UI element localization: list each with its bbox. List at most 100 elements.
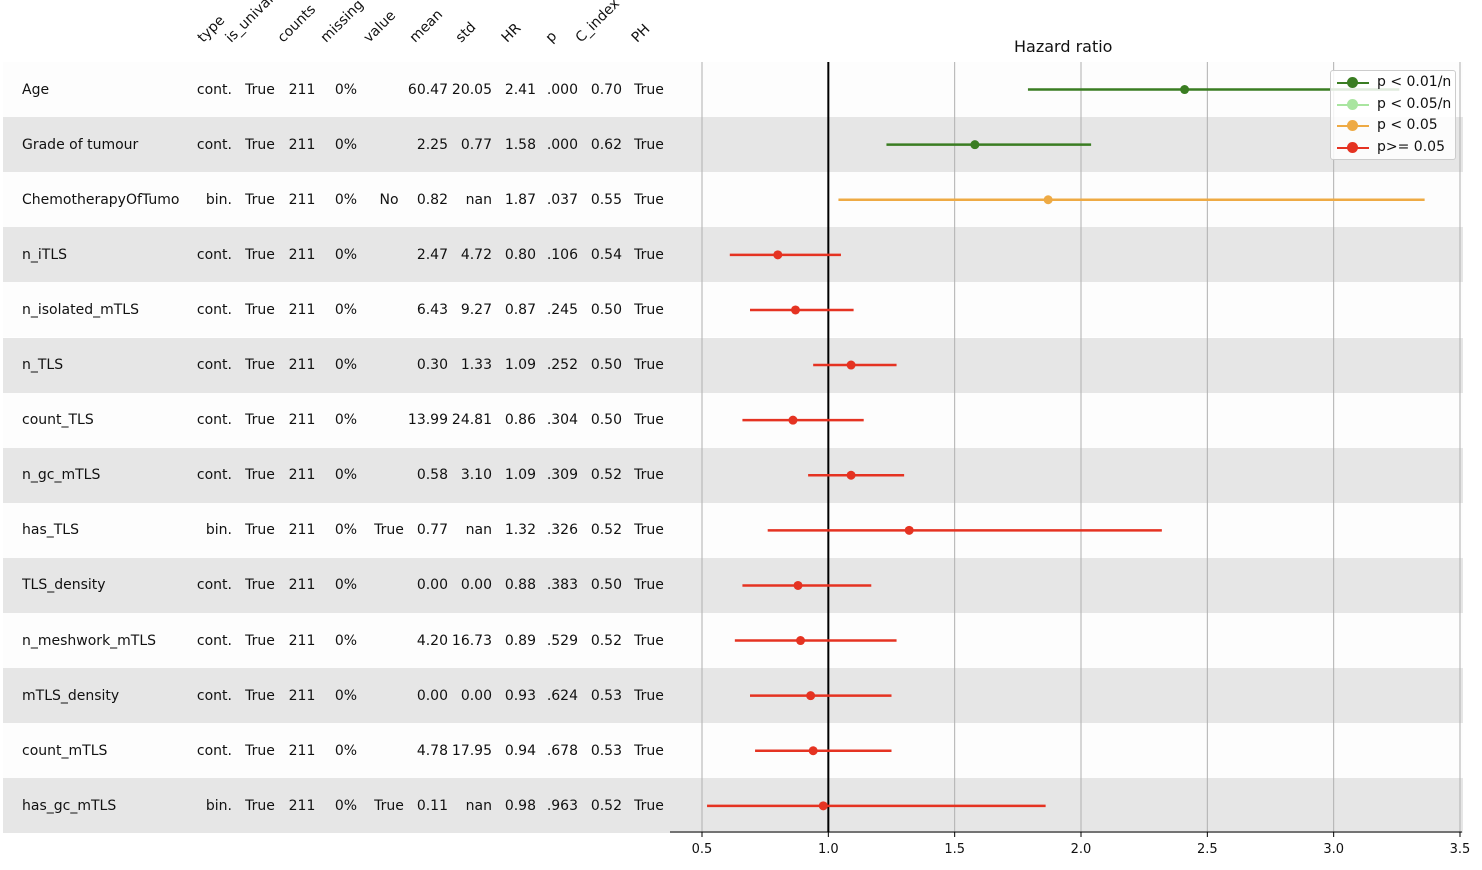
cell-univariate: True xyxy=(245,357,275,374)
cell-type: bin. xyxy=(205,797,232,814)
cell-HR: 0.89 xyxy=(504,632,536,649)
cell-name: has_gc_mTLS xyxy=(22,797,117,814)
cell-p: .309 xyxy=(546,467,578,484)
cell-c-index: 0.52 xyxy=(590,467,622,484)
hr-point xyxy=(846,470,856,480)
cell-HR: 2.41 xyxy=(504,81,536,98)
cell-PH: True xyxy=(634,246,664,263)
legend-label: p>= 0.05 xyxy=(1377,138,1445,155)
cell-univariate: True xyxy=(245,687,275,704)
row-band xyxy=(3,392,1463,448)
cell-HR: 0.86 xyxy=(504,412,536,429)
cell-name: mTLS_density xyxy=(22,687,120,704)
legend-label: p < 0.05/n xyxy=(1377,95,1452,112)
cell-univariate: True xyxy=(245,81,275,98)
cell-counts: 211 xyxy=(288,577,316,594)
cell-p: .106 xyxy=(546,246,578,263)
row-band xyxy=(3,557,1463,613)
hr-point xyxy=(796,636,806,646)
cell-type: cont. xyxy=(196,742,232,759)
cell-c-index: 0.50 xyxy=(590,301,622,318)
cell-std: nan xyxy=(465,522,492,539)
legend: p < 0.01/n p < 0.05/n p < 0.05 p>= 0.05 xyxy=(1330,70,1456,160)
cell-univariate: True xyxy=(245,577,275,594)
cell-PH: True xyxy=(634,412,664,429)
cell-std: 3.10 xyxy=(460,467,492,484)
cell-std: 16.73 xyxy=(451,632,492,649)
cell-counts: 211 xyxy=(288,687,316,704)
cell-type: cont. xyxy=(196,81,232,98)
row-band xyxy=(3,447,1463,503)
cell-p: .000 xyxy=(546,81,578,98)
hr-point xyxy=(818,801,828,811)
x-tick-label: 3.5 xyxy=(1450,842,1471,857)
cell-counts: 211 xyxy=(288,467,316,484)
cell-HR: 1.32 xyxy=(504,522,536,539)
cell-name: count_mTLS xyxy=(22,742,108,759)
cell-PH: True xyxy=(634,357,664,374)
cell-c-index: 0.53 xyxy=(590,687,622,704)
cell-HR: 0.88 xyxy=(504,577,536,594)
cell-HR: 0.98 xyxy=(504,797,536,814)
cell-name: n_iTLS xyxy=(22,246,68,263)
cell-univariate: True xyxy=(245,522,275,539)
x-tick-label: 1.5 xyxy=(944,842,965,857)
cell-missing: 0% xyxy=(334,577,358,594)
cell-p: .326 xyxy=(546,522,578,539)
cell-name: n_TLS xyxy=(22,357,64,374)
cell-name: Grade of tumour xyxy=(22,136,139,153)
x-tick-label: 2.0 xyxy=(1071,842,1092,857)
cell-PH: True xyxy=(634,467,664,484)
cell-PH: True xyxy=(634,687,664,704)
cell-type: bin. xyxy=(205,522,232,539)
grid-lines xyxy=(701,62,1461,832)
cell-HR: 0.93 xyxy=(504,687,536,704)
legend-item: p>= 0.05 xyxy=(1331,138,1455,158)
cell-name: n_isolated_mTLS xyxy=(22,301,139,318)
cell-name: count_TLS xyxy=(22,412,94,429)
cell-missing: 0% xyxy=(334,522,358,539)
cell-HR: 0.87 xyxy=(504,301,536,318)
cell-missing: 0% xyxy=(334,136,358,153)
hr-point xyxy=(788,415,798,425)
cell-value: No xyxy=(379,191,399,208)
x-tick-label: 2.5 xyxy=(1197,842,1218,857)
cell-c-index: 0.54 xyxy=(590,246,622,263)
cell-type: cont. xyxy=(196,467,232,484)
cell-c-index: 0.50 xyxy=(590,412,622,429)
cell-c-index: 0.53 xyxy=(590,742,622,759)
cell-HR: 0.80 xyxy=(504,246,536,263)
cell-mean: 6.43 xyxy=(416,301,448,318)
cell-counts: 211 xyxy=(288,522,316,539)
hr-point xyxy=(773,250,783,260)
cell-std: 0.00 xyxy=(460,687,492,704)
legend-marker-icon xyxy=(1347,141,1358,153)
cell-name: Age xyxy=(22,81,50,98)
cell-std: nan xyxy=(465,191,492,208)
cell-mean: 0.77 xyxy=(416,522,448,539)
cell-counts: 211 xyxy=(288,301,316,318)
cell-mean: 2.47 xyxy=(416,246,448,263)
row-band xyxy=(3,337,1463,393)
cell-value: True xyxy=(374,797,404,814)
cell-p: .037 xyxy=(546,191,578,208)
cell-missing: 0% xyxy=(334,467,358,484)
cell-missing: 0% xyxy=(334,191,358,208)
cell-missing: 0% xyxy=(334,797,358,814)
row-band xyxy=(3,282,1463,338)
cell-missing: 0% xyxy=(334,632,358,649)
cell-univariate: True xyxy=(245,246,275,263)
row-band xyxy=(3,613,1463,668)
cell-HR: 0.94 xyxy=(504,742,536,759)
hr-point xyxy=(846,360,856,370)
cell-counts: 211 xyxy=(288,246,316,263)
cell-missing: 0% xyxy=(334,246,358,263)
x-tick-label: 0.5 xyxy=(692,842,713,857)
cell-type: cont. xyxy=(196,301,232,318)
cell-c-index: 0.52 xyxy=(590,522,622,539)
cell-c-index: 0.50 xyxy=(590,577,622,594)
cell-univariate: True xyxy=(245,191,275,208)
cell-p: .383 xyxy=(546,577,578,594)
cell-c-index: 0.50 xyxy=(590,357,622,374)
